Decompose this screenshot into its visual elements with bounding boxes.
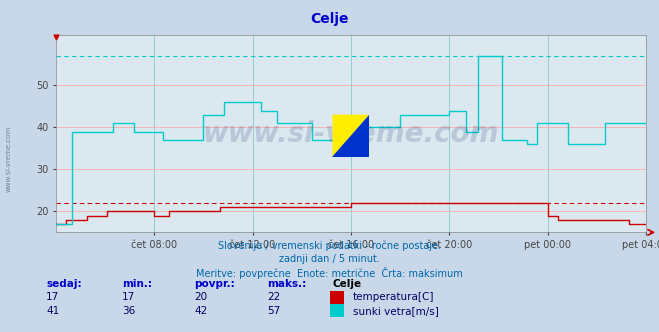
- Text: Slovenija / vremenski podatki - ročne postaje.: Slovenija / vremenski podatki - ročne po…: [218, 241, 441, 251]
- Text: www.si-vreme.com: www.si-vreme.com: [5, 126, 12, 193]
- Text: Celje: Celje: [310, 12, 349, 26]
- Text: Meritve: povprečne  Enote: metrične  Črta: maksimum: Meritve: povprečne Enote: metrične Črta:…: [196, 267, 463, 279]
- Text: 22: 22: [267, 292, 280, 302]
- Text: sedaj:: sedaj:: [46, 279, 82, 289]
- Text: Celje: Celje: [333, 279, 362, 289]
- Text: 17: 17: [122, 292, 135, 302]
- Text: 36: 36: [122, 306, 135, 316]
- Text: temperatura[C]: temperatura[C]: [353, 292, 434, 302]
- Text: 17: 17: [46, 292, 59, 302]
- Text: 42: 42: [194, 306, 208, 316]
- Text: maks.:: maks.:: [267, 279, 306, 289]
- Text: www.si-vreme.com: www.si-vreme.com: [203, 120, 499, 148]
- Text: 20: 20: [194, 292, 208, 302]
- Text: min.:: min.:: [122, 279, 152, 289]
- Polygon shape: [333, 115, 369, 157]
- Polygon shape: [333, 115, 369, 157]
- Text: 41: 41: [46, 306, 59, 316]
- Text: 57: 57: [267, 306, 280, 316]
- Text: zadnji dan / 5 minut.: zadnji dan / 5 minut.: [279, 254, 380, 264]
- Text: sunki vetra[m/s]: sunki vetra[m/s]: [353, 306, 438, 316]
- Text: povpr.:: povpr.:: [194, 279, 235, 289]
